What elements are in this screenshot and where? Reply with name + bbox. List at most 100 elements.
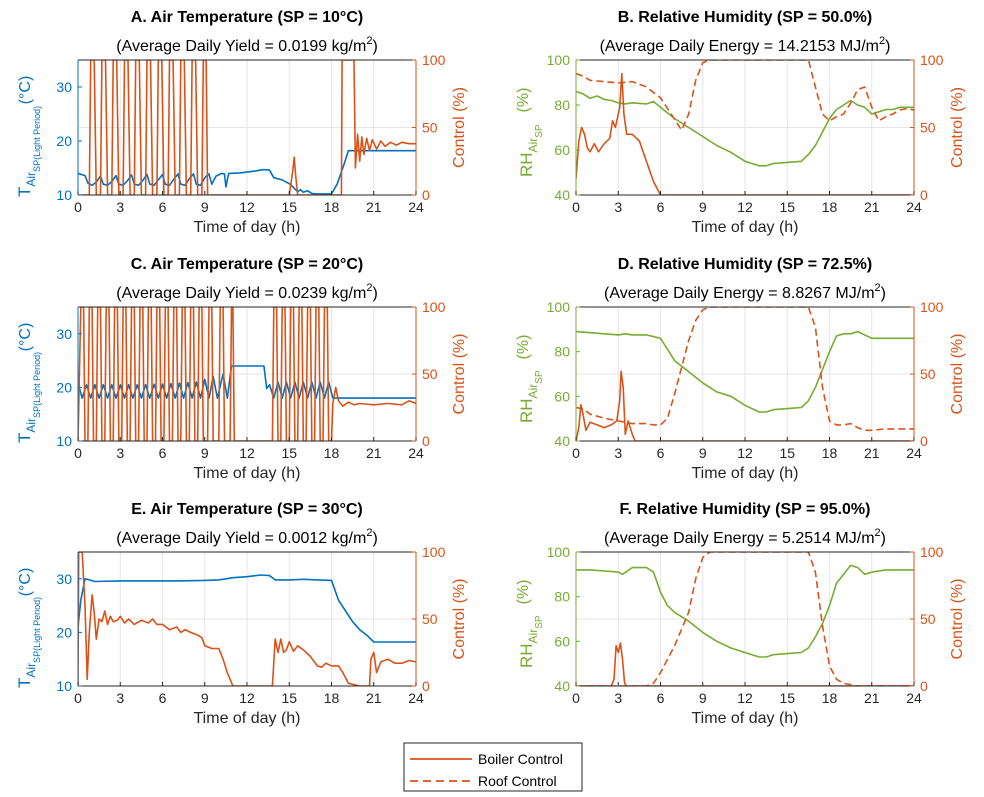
- boiler-control-series: [78, 60, 416, 195]
- x-tick-label: 21: [366, 445, 382, 461]
- y-right-tick-label: 100: [920, 544, 944, 560]
- panel-e: 0 3 6 9 12 15 18 21 24 10 20 30 0 50 100 E. Air Tempera…: [15, 501, 468, 727]
- chart-title: F. Relative Humidity (SP = 95.0%): [620, 501, 871, 518]
- y-left-tick-label: 30: [56, 79, 72, 95]
- y-left-axis-label: TAirSP(Light Period): [15, 106, 42, 197]
- chart-title: B. Relative Humidity (SP = 50.0%): [618, 9, 872, 26]
- series-group: [78, 60, 416, 195]
- y-left-tick-label: 100: [547, 52, 571, 68]
- x-tick-label: 6: [657, 199, 665, 215]
- y-left-label-subsub: SP: [534, 124, 545, 138]
- x-tick-label: 15: [281, 445, 297, 461]
- x-tick-label: 3: [614, 199, 622, 215]
- subtitle-sup: 2: [366, 35, 372, 47]
- y-left-label-subsub: SP(Light Period): [32, 352, 42, 418]
- subtitle-main: (Average Daily Yield = 0.0239 kg/m: [116, 285, 366, 302]
- x-tick-label: 0: [572, 690, 580, 706]
- y-right-axis-label: Control (%): [451, 579, 468, 660]
- x-tick-label: 9: [201, 445, 209, 461]
- y-left-axis-unit: (°C): [17, 323, 34, 352]
- x-tick-label: 3: [614, 445, 622, 461]
- x-axis-label: Time of day (h): [194, 219, 301, 236]
- roof-control-series: [576, 60, 914, 131]
- x-tick-label: 21: [864, 445, 880, 461]
- legend: Boiler Control Roof Control: [403, 742, 583, 792]
- x-tick-label: 15: [281, 199, 297, 215]
- chart-subtitle: (Average Daily Energy = 14.2153 MJ/m2): [600, 35, 891, 55]
- subtitle-main: (Average Daily Energy = 5.2514 MJ/m: [604, 530, 875, 547]
- y-left-label-subsub: SP: [534, 615, 545, 629]
- y-right-tick-label: 50: [422, 120, 438, 136]
- temperature-series: [78, 574, 416, 643]
- y-left-tick-label: 10: [56, 433, 72, 449]
- subtitle-close: ): [885, 38, 890, 55]
- x-tick-label: 21: [366, 690, 382, 706]
- y-right-tick-label: 50: [920, 611, 936, 627]
- x-tick-label: 6: [159, 199, 167, 215]
- x-axis-label: Time of day (h): [194, 710, 301, 727]
- y-left-axis-label: RHAirSP: [517, 615, 545, 668]
- y-left-label-subsub: SP(Light Period): [32, 597, 42, 663]
- boiler-control-series: [78, 307, 416, 441]
- y-right-tick-label: 0: [422, 187, 430, 203]
- subtitle-sup: 2: [875, 282, 881, 294]
- y-right-tick-label: 0: [920, 433, 928, 449]
- x-tick-label: 12: [239, 690, 255, 706]
- x-tick-label: 3: [116, 690, 124, 706]
- y-left-label-main: RH: [517, 152, 536, 177]
- y-right-tick-label: 0: [422, 678, 430, 694]
- humidity-series: [576, 330, 914, 413]
- x-tick-label: 21: [864, 199, 880, 215]
- x-tick-label: 12: [239, 445, 255, 461]
- series-group: [78, 552, 416, 686]
- y-left-axis-unit: (%): [515, 580, 532, 605]
- subtitle-main: (Average Daily Energy = 8.8267 MJ/m: [604, 285, 875, 302]
- y-right-tick-label: 100: [920, 52, 944, 68]
- y-left-label-sub: Air: [24, 172, 38, 187]
- subtitle-close: ): [372, 530, 377, 547]
- y-right-tick-label: 0: [920, 678, 928, 694]
- y-right-axis-label: Control (%): [949, 87, 966, 168]
- y-left-label-main: T: [15, 187, 34, 197]
- x-tick-label: 15: [281, 690, 297, 706]
- y-left-tick-label: 10: [56, 678, 72, 694]
- x-tick-label: 12: [737, 445, 753, 461]
- panel-b: 0 3 6 9 12 15 18 21 24 40 60 80 100 0 50 100 B. Relative…: [515, 9, 966, 236]
- x-tick-label: 12: [737, 690, 753, 706]
- x-axis-label: Time of day (h): [692, 219, 799, 236]
- x-tick-label: 6: [657, 690, 665, 706]
- subtitle-close: ): [372, 285, 377, 302]
- x-tick-label: 15: [779, 199, 795, 215]
- x-tick-label: 18: [324, 445, 340, 461]
- y-left-label-sub: Air: [526, 138, 540, 153]
- x-tick-label: 18: [324, 690, 340, 706]
- x-tick-label: 0: [74, 690, 82, 706]
- subtitle-main: (Average Daily Yield = 0.0012 kg/m: [116, 530, 366, 547]
- boiler-control-series: [576, 72, 914, 195]
- x-tick-label: 15: [779, 690, 795, 706]
- y-left-label-sub: Air: [526, 384, 540, 399]
- x-tick-label: 24: [408, 445, 424, 461]
- humidity-series: [576, 564, 914, 658]
- y-left-label-sub: Air: [24, 418, 38, 433]
- x-axis-label: Time of day (h): [194, 465, 301, 482]
- y-left-axis-label: RHAirSP: [517, 124, 545, 177]
- y-left-label-main: T: [15, 678, 34, 688]
- chart-title: A. Air Temperature (SP = 10°C): [131, 9, 363, 26]
- subtitle-sup: 2: [366, 527, 372, 539]
- panel-a: 0 3 6 9 12 15 18 21 24 10 20 30 0 50 100 A. Air Tempera…: [15, 9, 468, 236]
- subtitle-close: ): [881, 285, 886, 302]
- x-tick-label: 3: [614, 690, 622, 706]
- y-right-tick-label: 50: [422, 366, 438, 382]
- y-left-tick-label: 80: [554, 589, 570, 605]
- x-tick-label: 21: [366, 199, 382, 215]
- y-left-tick-label: 20: [56, 379, 72, 395]
- y-left-label-sub: Air: [24, 663, 38, 678]
- y-left-tick-label: 60: [554, 633, 570, 649]
- x-tick-label: 12: [737, 199, 753, 215]
- y-left-axis-unit: (°C): [17, 568, 34, 597]
- y-left-tick-label: 80: [554, 344, 570, 360]
- y-right-tick-label: 100: [920, 299, 944, 315]
- chart-subtitle: (Average Daily Yield = 0.0012 kg/m2): [116, 527, 378, 547]
